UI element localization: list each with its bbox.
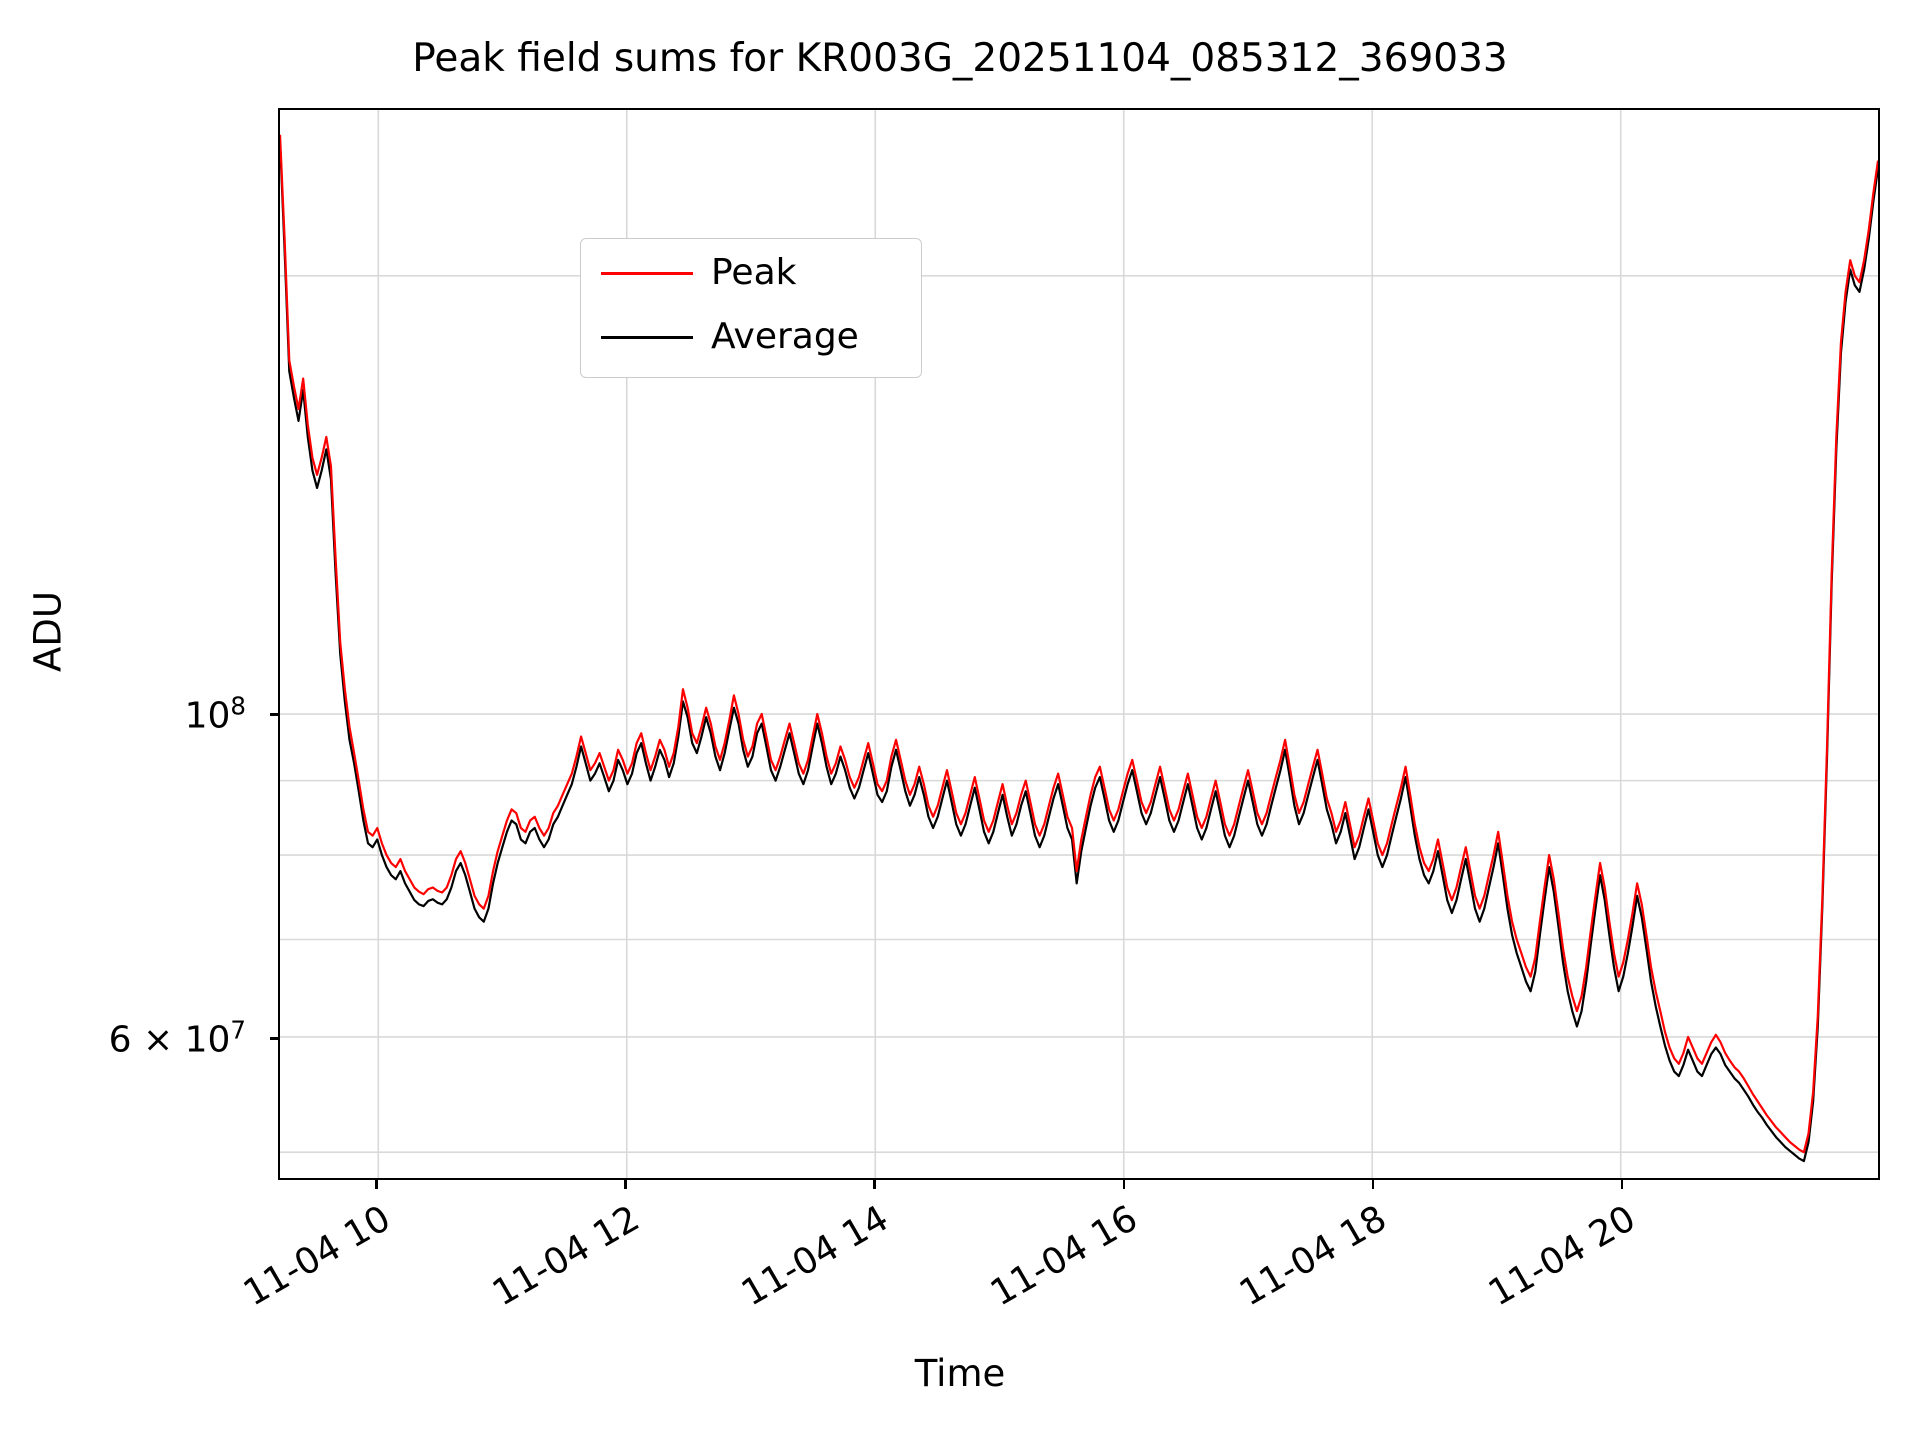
y-tick-label: 6 × 107 xyxy=(108,1015,246,1061)
legend-label-peak: Peak xyxy=(711,252,797,293)
x-tick-label: 11-04 18 xyxy=(1232,1198,1394,1315)
plot-area: Peak Average xyxy=(278,108,1880,1180)
legend-item-peak[interactable]: Peak xyxy=(581,245,921,301)
x-tick-mark xyxy=(624,1180,627,1189)
y-tick-label: 108 xyxy=(184,691,246,737)
x-tick-mark xyxy=(375,1180,378,1189)
legend-line-average xyxy=(601,336,693,339)
x-tick-label: 11-04 12 xyxy=(485,1198,647,1315)
x-axis-label: Time xyxy=(914,1352,1006,1395)
gridlines xyxy=(280,110,1878,1178)
x-tick-label: 11-04 20 xyxy=(1481,1198,1643,1315)
legend[interactable]: Peak Average xyxy=(580,238,922,378)
y-tick-mark xyxy=(270,1037,279,1040)
series-line-peak xyxy=(280,134,1878,1154)
x-tick-mark xyxy=(1620,1180,1624,1189)
legend-item-average[interactable]: Average xyxy=(581,309,921,365)
legend-label-average: Average xyxy=(711,316,859,357)
y-axis-tick-labels: 108 6 × 107 xyxy=(0,0,262,1440)
y-tick-mark xyxy=(270,712,279,716)
x-tick-mark xyxy=(873,1180,877,1189)
chart-title: Peak field sums for KR003G_20251104_0853… xyxy=(412,36,1508,81)
plot-svg xyxy=(280,110,1878,1178)
series-layer xyxy=(280,134,1878,1163)
series-line-average xyxy=(280,139,1878,1163)
x-tick-mark xyxy=(1371,1180,1375,1189)
x-tick-label: 11-04 16 xyxy=(983,1198,1145,1315)
x-tick-mark xyxy=(1122,1180,1126,1189)
legend-line-peak xyxy=(601,272,693,275)
x-tick-label: 11-04 14 xyxy=(734,1198,896,1315)
